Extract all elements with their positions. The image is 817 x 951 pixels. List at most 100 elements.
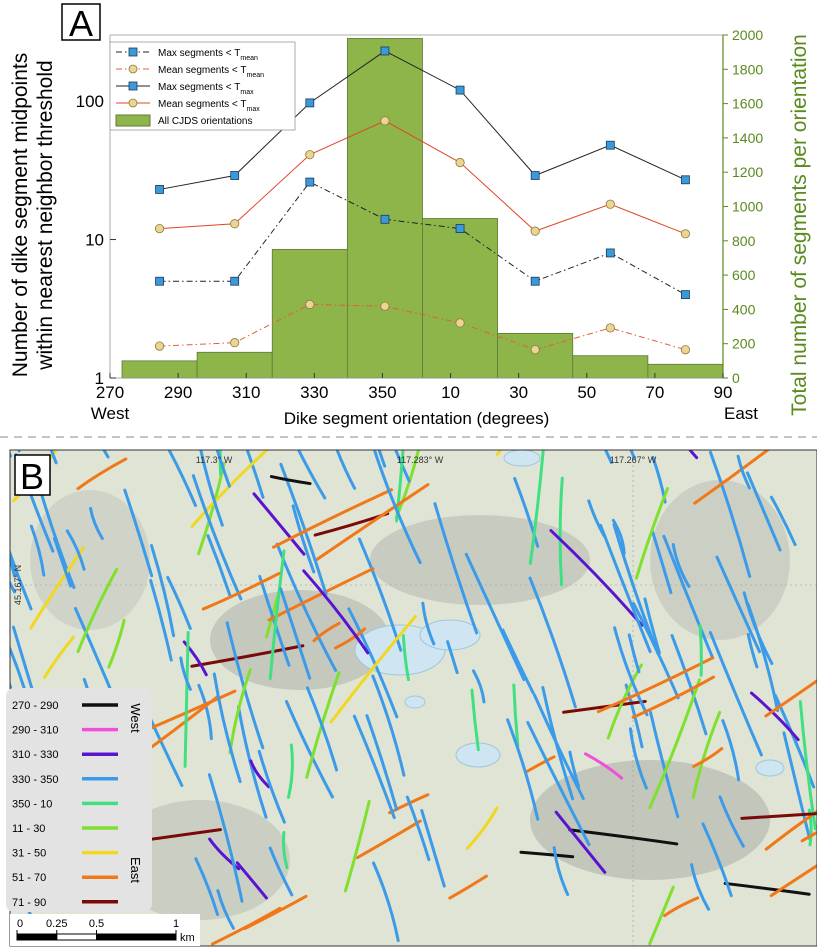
longitude-label: 117.3° W	[196, 455, 233, 465]
x-tick-label: 290	[164, 383, 192, 402]
scale-label: 0	[17, 918, 23, 930]
latitude-label: 45.167° N	[13, 565, 23, 605]
legend-swatch	[116, 115, 150, 126]
marker	[681, 346, 689, 354]
legend-marker	[129, 82, 137, 90]
marker	[531, 277, 539, 285]
chart: 1101000200400600800100012001400160018002…	[9, 27, 811, 428]
y-tick-label: 10	[85, 231, 104, 250]
marker	[456, 86, 464, 94]
marker	[606, 324, 614, 332]
legend-label: 71 - 90	[12, 897, 46, 909]
x-tick-label: 90	[714, 383, 733, 402]
legend-direction: West	[128, 703, 143, 733]
marker	[531, 172, 539, 180]
marker	[306, 99, 314, 107]
marker	[381, 47, 389, 55]
lake	[504, 450, 540, 466]
marker	[155, 342, 163, 350]
scale-segment	[17, 934, 57, 940]
legend-label: 11 - 30	[12, 823, 45, 835]
marker	[306, 150, 314, 158]
lake	[405, 696, 425, 708]
page: {"chart_data": { "type": "line", "panel_…	[0, 0, 817, 951]
x-tick-label: 50	[577, 383, 596, 402]
lake	[756, 760, 784, 776]
x-axis-label: Dike segment orientation (degrees)	[284, 409, 550, 428]
marker	[306, 300, 314, 308]
legend-label: 290 - 310	[12, 725, 58, 737]
marker	[230, 220, 238, 228]
y2-tick-label: 1600	[732, 96, 763, 112]
scale-unit: km	[180, 932, 195, 944]
longitude-label: 117.267° W	[610, 455, 657, 465]
legend-label-text: All CJDS orientations	[158, 116, 252, 127]
legend-marker	[129, 48, 137, 56]
marker	[681, 176, 689, 184]
y2-tick-label: 200	[732, 336, 756, 352]
marker	[531, 227, 539, 235]
marker	[155, 224, 163, 232]
x-tick-label: 270	[96, 383, 124, 402]
marker	[606, 249, 614, 257]
terrain	[650, 480, 790, 640]
marker	[606, 141, 614, 149]
y-axis-label: Number of dike segment midpoints	[9, 53, 32, 378]
x-tick-label: 70	[645, 383, 664, 402]
scale-segment	[57, 934, 97, 940]
x-tick-label: 30	[509, 383, 528, 402]
legend-label: 310 - 330	[12, 749, 58, 761]
x-tick-label: 350	[368, 383, 396, 402]
bar	[423, 219, 498, 378]
legend-label-subscript: max	[240, 89, 254, 96]
x-tick-label: 310	[232, 383, 260, 402]
legend-label-subscript: mean	[240, 55, 258, 62]
legend-label: 31 - 50	[12, 848, 46, 860]
y2-axis-label: Total number of segments per orientation	[788, 34, 811, 416]
longitude-label: 117.283° W	[397, 455, 444, 465]
marker	[156, 185, 164, 193]
legend-label: 350 - 10	[12, 798, 52, 810]
x-note: East	[724, 404, 758, 423]
legend-label: 51 - 70	[12, 872, 46, 884]
bar	[197, 352, 272, 378]
x-note: West	[91, 404, 130, 423]
y2-tick-label: 1800	[732, 61, 763, 77]
legend-label-text: Mean segments < T	[158, 65, 246, 76]
legend-label: 270 - 290	[12, 700, 58, 712]
legend-label-text: Max segments < T	[158, 48, 240, 59]
marker	[456, 225, 464, 233]
x-tick-label: 10	[441, 383, 460, 402]
scale-label: 0.5	[89, 918, 104, 930]
legend-label: 330 - 350	[12, 774, 58, 786]
bar	[498, 333, 573, 378]
marker	[606, 200, 614, 208]
panel-label: B	[20, 456, 44, 497]
marker	[381, 302, 389, 310]
legend-label: All CJDS orientations	[158, 116, 252, 127]
y2-tick-label: 600	[732, 267, 756, 283]
y2-tick-label: 400	[732, 301, 756, 317]
marker	[230, 338, 238, 346]
marker	[156, 277, 164, 285]
panel-label: A	[69, 3, 93, 44]
y2-tick-label: 1200	[732, 164, 763, 180]
marker	[231, 277, 239, 285]
marker	[456, 319, 464, 327]
marker	[381, 117, 389, 125]
marker	[681, 291, 689, 299]
marker	[456, 158, 464, 166]
dike	[700, 625, 701, 675]
bar	[122, 361, 197, 378]
marker	[531, 346, 539, 354]
y2-tick-label: 2000	[732, 27, 763, 43]
y-axis-label: within nearest neighbor threshold	[34, 60, 57, 370]
marker	[231, 172, 239, 180]
legend-marker	[129, 65, 137, 73]
scale-box	[10, 914, 200, 946]
legend-direction: East	[128, 857, 143, 883]
y2-tick-label: 800	[732, 233, 756, 249]
bar	[573, 356, 648, 378]
legend-label-text: Mean segments < T	[158, 99, 246, 110]
legend-marker	[129, 99, 137, 107]
